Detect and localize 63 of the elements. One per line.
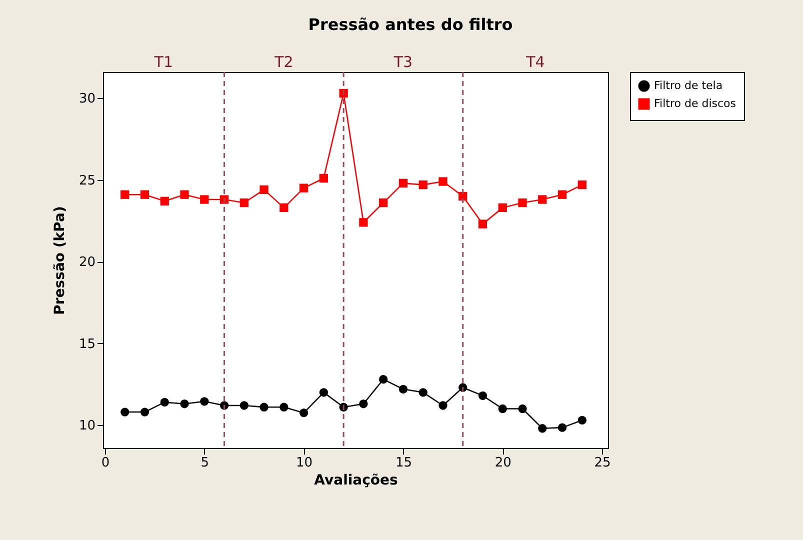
point: [160, 196, 169, 206]
point: [180, 400, 189, 408]
text: T3: [392, 53, 413, 71]
point: [280, 203, 288, 212]
point: [220, 195, 229, 204]
point: [200, 397, 209, 406]
chart-title: Pressão antes do filtro: [308, 15, 513, 34]
y-axis-title: Pressão (kPa): [52, 206, 68, 315]
point: [280, 402, 288, 412]
x-axis-title: Avaliações: [314, 472, 398, 488]
text: T1: [153, 53, 173, 71]
y-tick-label: 30: [78, 92, 96, 107]
legend-label: Filtro de discos: [654, 97, 736, 110]
text: T4: [525, 53, 545, 71]
point: [398, 178, 408, 188]
point: [438, 401, 448, 410]
x-tick-label: 25: [594, 456, 611, 470]
y-tick-label: 15: [78, 336, 96, 352]
point: [538, 195, 547, 204]
point: [418, 388, 428, 397]
point: [498, 404, 507, 414]
point: [379, 375, 388, 384]
x-tick-label: 0: [101, 456, 110, 470]
point: [578, 180, 586, 190]
point: [200, 195, 209, 204]
point: [379, 198, 388, 208]
point: [359, 218, 368, 227]
point: [518, 198, 527, 208]
point: [120, 408, 130, 416]
point: [260, 402, 268, 412]
point: [180, 190, 189, 199]
text: T2: [274, 53, 294, 71]
point: [299, 408, 308, 418]
point: [498, 203, 507, 212]
point: [359, 400, 368, 408]
point: [120, 190, 130, 199]
point: [260, 185, 268, 194]
point: [478, 220, 488, 228]
y-tick-label: 20: [78, 255, 96, 270]
point: [418, 180, 428, 190]
point: [478, 391, 488, 400]
y-tick-label: 25: [78, 173, 96, 188]
point: [140, 190, 150, 199]
legend-label: Filtro de tela: [654, 79, 723, 92]
point: [558, 190, 567, 199]
point: [299, 184, 308, 192]
point: [398, 384, 408, 394]
point: [558, 423, 567, 432]
x-tick-label: 5: [200, 456, 210, 470]
point: [518, 404, 527, 414]
point: [438, 177, 448, 186]
point: [319, 388, 328, 397]
point: [240, 401, 248, 410]
x-tick-label: 20: [494, 456, 512, 470]
point: [140, 408, 150, 416]
point: [319, 174, 328, 183]
y-tick-label: 10: [78, 418, 96, 434]
point: [538, 424, 547, 433]
point: [240, 198, 248, 208]
point: [160, 398, 169, 407]
x-tick-label: 15: [395, 456, 412, 470]
x-tick-label: 10: [296, 456, 313, 470]
point: [578, 416, 586, 425]
